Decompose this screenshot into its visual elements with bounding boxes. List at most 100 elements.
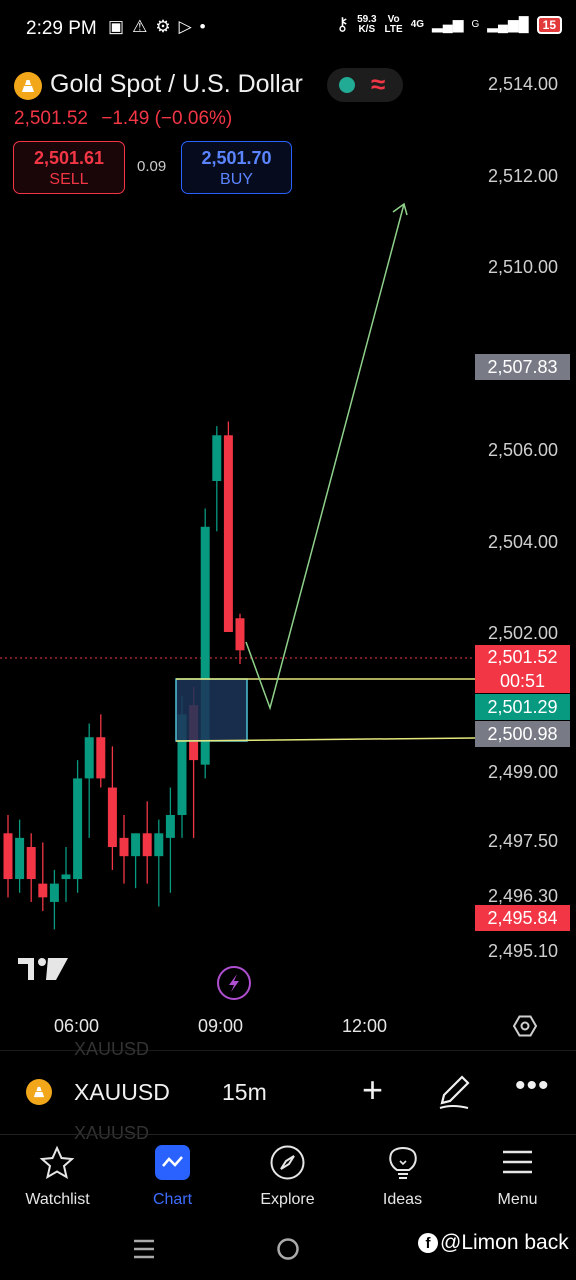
y-label: 2,497.50: [488, 831, 559, 851]
candle-body: [84, 737, 94, 779]
candle-body: [26, 847, 36, 880]
bar-countdown: 00:51: [499, 671, 546, 691]
x-label: 06:00: [54, 1016, 100, 1036]
settings-hex-icon: [512, 1015, 538, 1037]
y-label: 2,512.00: [488, 166, 559, 186]
y-label: 2,495.10: [488, 941, 559, 961]
zone-bottom-line: [175, 737, 476, 742]
low-price-tag: 2,495.84: [475, 905, 570, 931]
alert-icon: ⚠: [132, 17, 156, 36]
candle-body: [223, 435, 233, 632]
candle-body: [142, 833, 152, 857]
candle-body: [165, 815, 175, 838]
nav-label: Explore: [260, 1191, 315, 1208]
y-label: 2,504.00: [488, 532, 559, 552]
sell-price: 2,501.61: [33, 148, 105, 168]
projection-path: [245, 203, 405, 711]
nav-label: Chart: [152, 1191, 193, 1208]
net-speed: 59.3 K/S: [357, 13, 377, 35]
key-icon: ⚷: [335, 14, 350, 34]
candle-body: [96, 737, 106, 779]
candle-body: [49, 883, 59, 902]
facebook-icon: f: [418, 1233, 438, 1253]
price-change: −1.49: [101, 108, 150, 129]
candle-body: [15, 837, 25, 880]
ghost-symbol-text-lower: XAUUSD: [74, 1123, 150, 1143]
ghost-symbol-text: XAUUSD: [74, 1039, 150, 1059]
price-change-pct: (−0.06%): [154, 108, 233, 129]
price-line: 2,501.52 −1.49 (−0.06%): [14, 108, 232, 130]
candle-body: [107, 787, 117, 848]
system-nav-bar: f @Limon back: [0, 1230, 576, 1280]
volte: Vo LTE: [384, 13, 403, 35]
zone-top-tag: 2,501.29: [475, 694, 570, 720]
candle-body: [235, 618, 245, 651]
status-time: 2:29 PM: [26, 18, 97, 39]
nav-label: Watchlist: [25, 1191, 90, 1208]
market-open-dot-icon: [339, 77, 355, 93]
price-chart[interactable]: [0, 0, 576, 1050]
compass-icon: [270, 1145, 305, 1180]
status-bar: 2:29 PM ▣⚠⚙▷• ⚷ 59.3 K/S Vo LTE 4G ▂▄▆ G ▂…: [0, 0, 576, 58]
candle-body: [131, 833, 141, 857]
candle-body: [73, 778, 83, 880]
y-label: 2,506.00: [488, 440, 559, 460]
dot-icon: •: [199, 17, 214, 36]
gold-symbol-icon[interactable]: [14, 72, 42, 100]
interval-selector[interactable]: 15m: [222, 1079, 267, 1105]
star-icon: [39, 1145, 75, 1180]
high-price-tag: 2,507.83: [475, 354, 570, 380]
lightbulb-icon: [389, 1147, 417, 1179]
lightning-icon: [217, 966, 251, 1000]
candle-body: [154, 833, 164, 857]
symbol-title[interactable]: Gold Spot / U.S. Dollar: [50, 70, 303, 98]
y-label: 2,496.30: [488, 886, 559, 906]
y-label: 2,499.00: [488, 762, 559, 782]
recent-apps-icon[interactable]: [133, 1238, 155, 1260]
buy-button[interactable]: 2,501.70 BUY: [181, 141, 292, 194]
candle-body: [3, 833, 13, 880]
symbol-bar: XAUUSD XAUUSD 15m + ••• XAUUSD: [0, 1039, 576, 1143]
network-type: 4G: [410, 19, 425, 30]
add-icon[interactable]: +: [362, 1069, 384, 1110]
nav-label: Ideas: [382, 1191, 423, 1208]
gold-symbol-small-icon[interactable]: [26, 1079, 52, 1105]
candle-body: [177, 714, 187, 815]
nav-label: Menu: [497, 1191, 538, 1208]
status-right: ⚷ 59.3 K/S Vo LTE 4G ▂▄▆ G ▂▄▆█ 15: [336, 14, 562, 35]
chart-icon: [155, 1145, 190, 1180]
battery-icon: 15: [536, 15, 562, 34]
x-label: 09:00: [198, 1016, 244, 1036]
more-options-icon[interactable]: •••: [515, 1069, 550, 1102]
signal-g: G: [471, 19, 480, 30]
signal-icon: ▂▄▆: [432, 16, 464, 32]
buy-price: 2,501.70: [201, 148, 272, 168]
market-status-pill[interactable]: ≈: [327, 68, 403, 102]
notification-icons: ▣⚠⚙▷•: [108, 17, 214, 37]
symbol-selector[interactable]: XAUUSD: [74, 1079, 170, 1105]
sell-button[interactable]: 2,501.61 SELL: [13, 141, 125, 194]
candles: [3, 421, 245, 930]
y-label: 2,502.00: [488, 623, 559, 643]
demand-zone: [175, 678, 248, 742]
tradingview-logo: [18, 958, 68, 980]
x-label: 12:00: [342, 1016, 388, 1036]
app-notification-icon: ▣: [108, 17, 133, 36]
draw-pencil-icon[interactable]: [438, 1073, 472, 1116]
spread: 0.09: [137, 158, 167, 175]
home-icon[interactable]: [276, 1237, 300, 1261]
candle-body: [200, 526, 210, 765]
y-label: 2,510.00: [488, 257, 559, 277]
candle-body: [212, 435, 222, 482]
candle-body: [61, 874, 71, 880]
play-icon: ▷: [178, 17, 200, 36]
signal-icon-2: ▂▄▆█: [487, 16, 529, 32]
zone-bottom-tag: 2,500.98: [475, 721, 570, 747]
projection-arrowhead: [392, 202, 408, 216]
y-label: 2,514.00: [488, 74, 559, 94]
candle-body: [38, 883, 48, 898]
last-price-tag-value: 2,501.52: [487, 647, 558, 667]
watermark-text: @Limon back: [440, 1231, 569, 1254]
last-price-tag: 2,501.52 00:51: [475, 645, 570, 693]
last-price: 2,501.52: [14, 108, 88, 129]
